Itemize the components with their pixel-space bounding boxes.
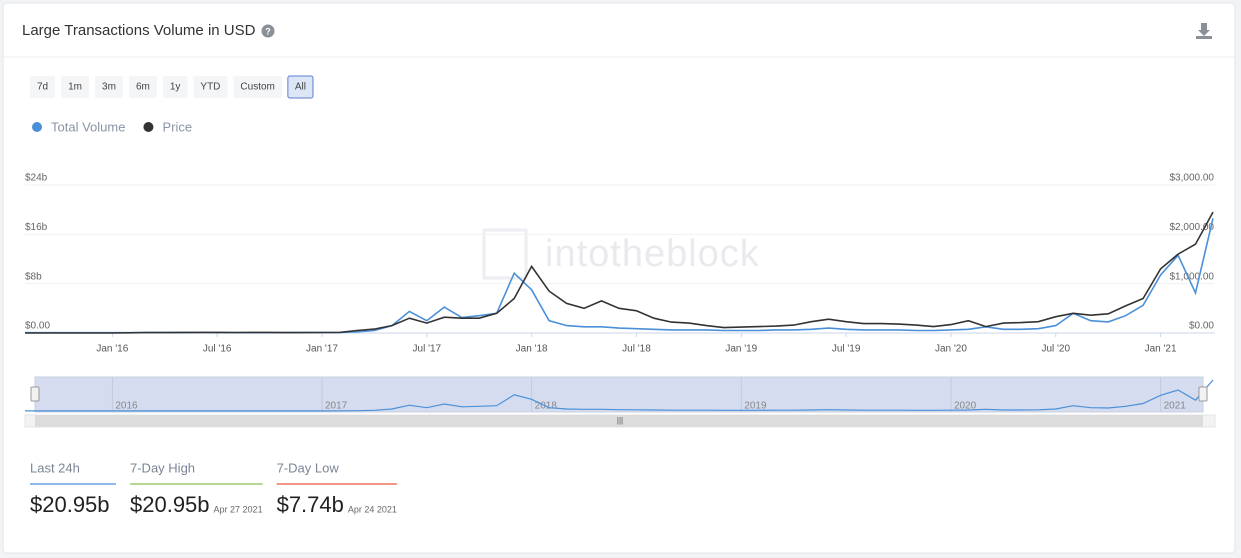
help-icon[interactable]: ? [261,24,275,38]
y2-tick-label: $3,000.00 [1170,173,1215,184]
navigator-label: 2021 [1164,401,1187,412]
scrollbar-thumb[interactable] [35,415,1203,427]
navigator-window [34,376,1204,413]
x-tick-label: Jan '20 [935,344,967,355]
stat-label: Last 24h [30,460,80,475]
range-label: 3m [102,82,116,93]
stat-date: Apr 24 2021 [348,504,397,514]
x-tick-label: Jul '19 [832,344,861,355]
navigator-handle[interactable] [30,386,40,402]
range-label: YTD [200,82,220,93]
watermark: intotheblock [545,233,760,275]
range-label: All [295,82,306,93]
navigator-label: 2019 [744,401,767,412]
range-label: 1m [68,82,82,93]
stat-label: 7-Day High [130,460,195,475]
x-tick-label: Jan '19 [725,344,757,355]
series-line [25,211,1214,334]
scrollbar-grip: ||| [617,416,623,425]
range-label: 1y [170,82,181,93]
x-tick-label: Jul '16 [203,344,232,355]
navigator-line [25,379,1214,412]
legend-label[interactable]: Price [162,119,192,134]
range-button[interactable] [162,76,188,98]
range-button[interactable] [193,76,228,98]
stat-value: $20.95b [130,492,210,517]
stat-date: Apr 27 2021 [214,504,263,514]
y2-tick-label: $1,000.00 [1170,271,1215,282]
watermark-logo [482,228,528,280]
range-button[interactable] [233,76,282,98]
range-button[interactable] [287,75,314,99]
range-button[interactable] [61,76,90,98]
x-tick-label: Jul '20 [1041,344,1070,355]
navigator-handle[interactable] [1198,386,1208,402]
legend-marker [32,122,42,132]
range-label: 6m [136,82,150,93]
x-tick-label: Jan '21 [1145,344,1177,355]
range-label: 7d [37,82,48,93]
legend-marker [143,122,154,132]
range-button[interactable] [95,76,123,98]
stat-value: $20.95b [30,492,110,517]
x-tick-label: Jan '16 [96,344,128,355]
stat-label: 7-Day Low [277,460,340,475]
svg-text:?: ? [265,26,271,36]
y2-tick-label: $2,000.00 [1170,222,1215,233]
y-tick-label: $0.00 [25,321,50,332]
range-label: Custom [240,82,274,93]
stat-value: $7.74b [277,492,344,517]
y-tick-label: $16b [25,222,48,233]
y-tick-label: $24b [25,173,48,184]
navigator-label: 2020 [954,401,977,412]
range-button[interactable] [128,76,157,98]
range-button[interactable] [30,76,56,98]
navigator-label: 2017 [325,401,348,412]
navigator-label: 2016 [115,401,138,412]
x-tick-label: Jul '17 [413,344,442,355]
x-tick-label: Jul '18 [622,344,651,355]
legend-label[interactable]: Total Volume [51,119,125,134]
card-title: Large Transactions Volume in USD [22,22,256,39]
download-button[interactable] [1196,23,1212,39]
x-tick-label: Jan '17 [306,344,338,355]
y2-tick-label: $0.00 [1189,321,1214,332]
y-tick-label: $8b [25,271,42,282]
x-tick-label: Jan '18 [516,344,548,355]
